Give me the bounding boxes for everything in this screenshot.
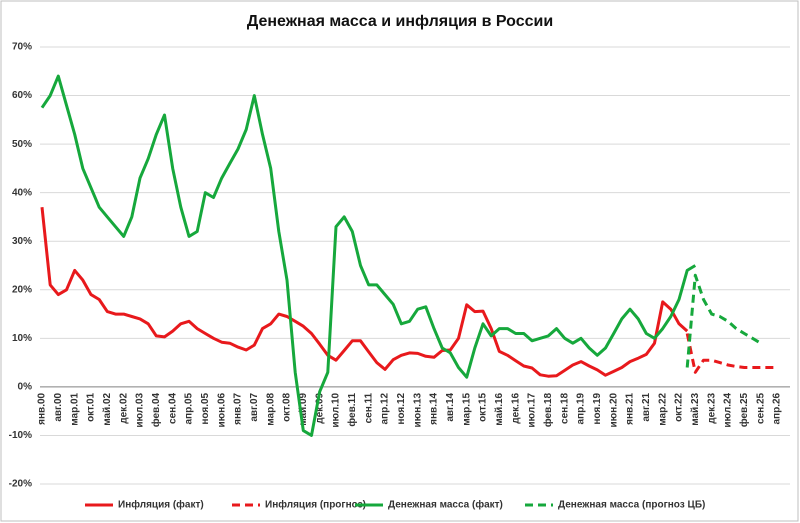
x-tick-label: дек.02	[118, 392, 129, 423]
x-tick-label: ноя.19	[592, 392, 603, 424]
x-tick-label: ноя.12	[396, 392, 407, 424]
legend-label: Инфляция (факт)	[118, 499, 204, 511]
x-tick-label: дек.16	[510, 392, 521, 423]
x-tick-label: июн.06	[216, 392, 227, 427]
series-line	[685, 333, 777, 374]
x-tick-label: окт.22	[674, 392, 685, 421]
y-tick-label: 50%	[12, 139, 32, 150]
y-tick-label: -20%	[9, 479, 32, 490]
x-tick-label: янв.14	[429, 392, 440, 424]
x-tick-label: май.09	[298, 392, 309, 425]
y-tick-label: 0%	[18, 382, 33, 393]
x-tick-label: сен.04	[167, 392, 178, 424]
x-tick-label: дек.23	[706, 392, 717, 423]
series-line	[40, 74, 697, 437]
y-tick-label: 60%	[12, 90, 32, 101]
legend-label: Денежная масса (прогноз ЦБ)	[558, 500, 705, 511]
y-tick-label: 30%	[12, 236, 32, 247]
x-tick-label: сен.18	[559, 392, 570, 424]
x-tick-label: мар.15	[461, 392, 472, 425]
x-tick-label: янв.00	[37, 392, 48, 424]
y-tick-label: 20%	[12, 284, 32, 295]
x-tick-label: сен.11	[363, 392, 374, 423]
x-tick-label: июн.13	[412, 392, 423, 427]
x-tick-label: апр.19	[576, 392, 587, 424]
x-tick-label: мар.08	[265, 392, 276, 425]
x-tick-label: апр.05	[184, 392, 195, 424]
x-tick-label: май.23	[690, 392, 701, 425]
x-tick-label: авг.14	[445, 392, 456, 421]
x-tick-label: ноя.05	[200, 392, 211, 424]
x-tick-label: окт.01	[86, 392, 97, 421]
x-tick-label: июл.17	[527, 392, 538, 427]
x-tick-label: июл.10	[331, 392, 342, 427]
legend-label: Инфляция (прогноз)	[265, 499, 366, 511]
y-tick-label: 10%	[12, 333, 32, 344]
x-tick-label: июн.20	[608, 392, 619, 427]
x-tick-label: апр.12	[380, 392, 391, 424]
x-tick-label: дек.09	[314, 392, 325, 423]
x-tick-label: авг.21	[641, 392, 652, 421]
x-tick-label: янв.21	[625, 392, 636, 424]
x-tick-label: авг.07	[249, 392, 260, 421]
x-tick-label: окт.08	[282, 392, 293, 421]
x-tick-label: мар.22	[657, 392, 668, 425]
x-tick-label: фев.11	[346, 392, 358, 426]
x-tick-label: апр.26	[772, 392, 783, 424]
x-tick-label: сен.25	[755, 392, 766, 424]
legend-label: Денежная масса (факт)	[388, 499, 503, 511]
x-tick-label: окт.15	[478, 392, 489, 421]
x-tick-label: янв.07	[233, 392, 244, 424]
y-tick-label: 40%	[12, 187, 32, 198]
y-tick-label: -10%	[9, 430, 32, 441]
x-tick-label: фев.25	[738, 392, 750, 427]
x-tick-label: мар.01	[69, 392, 80, 425]
series-line	[685, 273, 762, 368]
x-tick-label: май.16	[494, 392, 505, 425]
y-tick-label: 70%	[12, 42, 32, 53]
x-tick-label: фев.18	[542, 392, 554, 427]
x-tick-label: май.02	[102, 392, 113, 425]
x-tick-label: авг.00	[53, 392, 64, 421]
x-tick-label: июл.03	[135, 392, 146, 427]
chart-title: Денежная масса и инфляция в России	[247, 13, 553, 30]
series-line	[40, 207, 689, 378]
x-tick-label: июл.24	[723, 392, 734, 427]
x-tick-label: фев.04	[150, 392, 162, 427]
